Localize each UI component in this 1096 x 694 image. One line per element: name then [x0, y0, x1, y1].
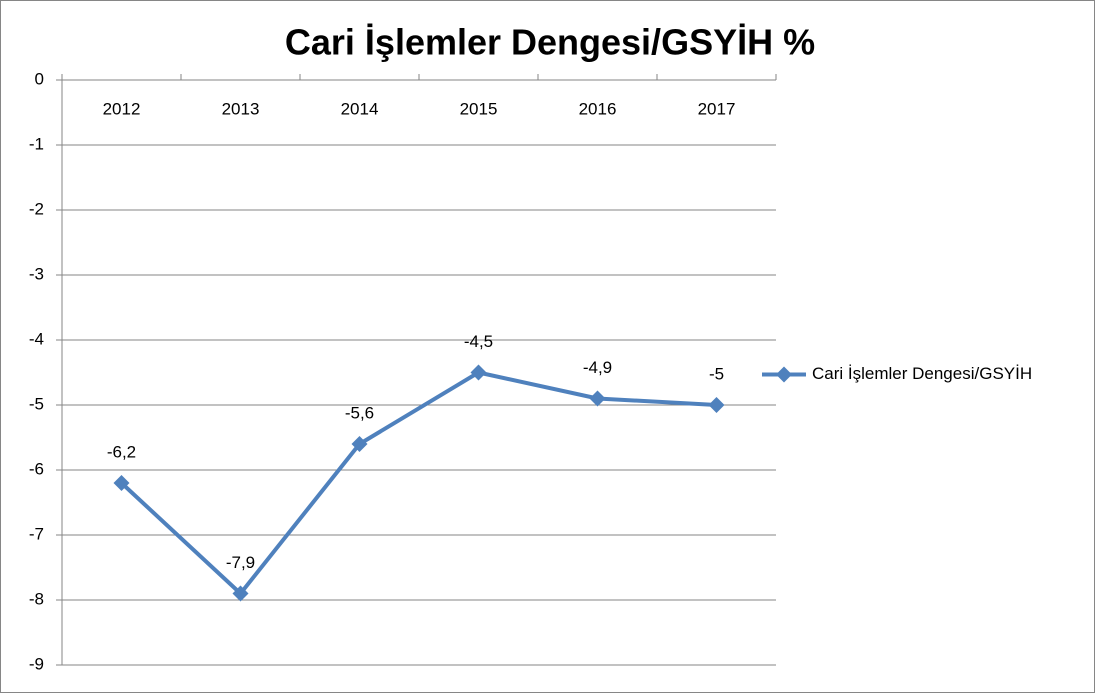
y-tick-label: 0 [35, 69, 44, 88]
marker [113, 475, 130, 491]
y-tick-label: -6 [29, 459, 44, 478]
data-label: -4,9 [583, 358, 612, 377]
data-label: -4,5 [464, 332, 493, 351]
legend-label: Cari İşlemler Dengesi/GSYİH [812, 364, 1032, 383]
marker [351, 436, 368, 452]
x-tick-label: 2012 [103, 99, 141, 118]
x-tick-label: 2016 [579, 99, 617, 118]
data-label: -5 [709, 364, 724, 383]
marker [232, 585, 249, 602]
x-tick-label: 2014 [341, 99, 379, 118]
x-tick-label: 2013 [222, 99, 260, 118]
y-tick-label: -1 [29, 134, 44, 153]
y-tick-label: -2 [29, 199, 44, 218]
y-tick-label: -4 [29, 329, 44, 348]
data-label: -7,9 [226, 553, 255, 572]
x-tick-label: 2017 [698, 99, 736, 118]
data-label: -5,6 [345, 403, 374, 422]
series-line [120, 370, 717, 596]
marker [470, 364, 487, 381]
marker [708, 397, 725, 413]
y-tick-label: -3 [29, 264, 44, 283]
y-tick-label: -7 [29, 524, 44, 543]
y-tick-label: -8 [29, 589, 44, 608]
y-tick-label: -5 [29, 394, 44, 413]
legend-marker [776, 366, 792, 383]
chart-title: Cari İşlemler Dengesi/GSYİH % [285, 22, 815, 63]
data-label: -6,2 [107, 442, 136, 461]
x-tick-label: 2015 [460, 99, 498, 118]
y-tick-label: -9 [29, 654, 44, 673]
marker [589, 390, 606, 407]
